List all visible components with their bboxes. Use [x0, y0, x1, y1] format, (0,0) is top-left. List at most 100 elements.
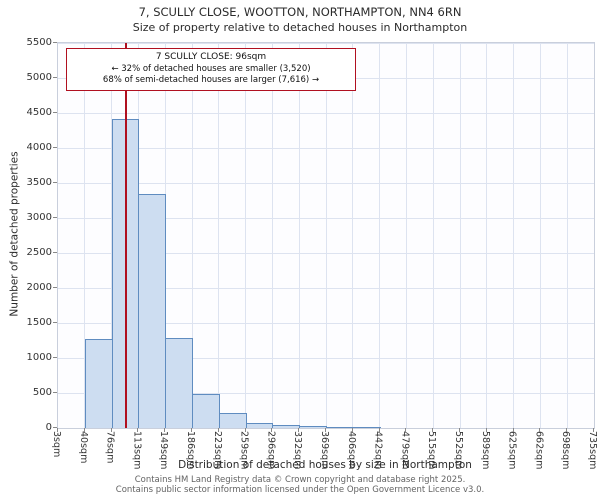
v-gridline [218, 43, 220, 428]
x-tick-mark [244, 428, 246, 432]
x-tick-mark [593, 428, 594, 432]
x-tick-label: 113sqm [131, 431, 143, 470]
x-tick-mark [191, 428, 192, 432]
v-gridline [352, 43, 354, 428]
y-tick-mark [53, 252, 57, 253]
histogram-bar [352, 427, 381, 428]
histogram-bar [218, 412, 247, 428]
x-tick-label: 3sqm [51, 431, 62, 458]
y-tick-labels: 0 500 1000 1500 2000 2500 3000 3500 4000 4500 5000… [8, 37, 52, 433]
annotation-title: 7 SCULLY CLOSE: 96sqm [155, 52, 267, 62]
histogram-bar [326, 426, 354, 428]
annotation-box: 7 SCULLY CLOSE: 96sqm ← 32% of detached … [66, 48, 356, 91]
annotation-larger-stat: 68% of semi-detached houses are larger (… [102, 74, 320, 85]
y-tick-label: 4500 [26, 107, 52, 118]
histogram-bar [165, 337, 193, 428]
x-tick-mark [271, 428, 273, 432]
x-tick-label: 332sqm [292, 431, 304, 470]
x-tick-mark [459, 428, 460, 432]
property-size-marker-line [125, 43, 128, 428]
y-tick-mark [53, 182, 57, 183]
histogram-bar [84, 339, 113, 428]
v-gridline [84, 43, 86, 428]
v-gridline [513, 43, 515, 428]
v-gridline [271, 43, 273, 428]
x-axis-title: Distribution of detached houses by size … [178, 459, 472, 471]
x-tick-mark [137, 428, 139, 432]
v-gridline [245, 43, 247, 428]
x-tick-label: 589sqm [479, 431, 491, 470]
y-tick-mark [53, 42, 57, 43]
y-tick-mark [53, 112, 57, 113]
x-tick-mark [164, 428, 166, 432]
y-tick-mark [53, 322, 57, 323]
x-tick-mark [57, 428, 58, 432]
y-tick-mark [53, 217, 57, 218]
footer-attribution-hmlr: Contains HM Land Registry data © Crown c… [134, 475, 466, 485]
x-tick-label: 149sqm [158, 431, 170, 470]
y-tick-label: 500 [32, 387, 52, 398]
y-tick-label: 2500 [26, 247, 52, 258]
histogram-bar [272, 425, 301, 428]
x-tick-mark [512, 428, 514, 432]
chart-title: 7, SCULLY CLOSE, WOOTTON, NORTHAMPTON, N… [138, 5, 462, 19]
v-gridline [298, 43, 300, 428]
x-tick-mark [485, 428, 487, 432]
v-gridline [325, 43, 327, 428]
histogram-bar [245, 422, 274, 428]
x-tick-mark [351, 428, 353, 432]
y-tick-label: 4000 [26, 142, 52, 153]
plot-area: 7 SCULLY CLOSE: 96sqm ← 32% of detached … [57, 42, 595, 429]
y-tick-label: 2000 [26, 282, 52, 293]
x-tick-mark [378, 428, 380, 432]
y-tick-label: 3500 [26, 177, 52, 188]
x-tick-label: 552sqm [453, 431, 464, 470]
v-gridline [459, 43, 461, 428]
v-gridline [486, 43, 488, 428]
x-tick-label: 76sqm [104, 431, 116, 464]
y-tick-label: 5500 [26, 37, 52, 48]
x-tick-mark [217, 428, 219, 432]
v-gridline [191, 43, 193, 428]
v-gridline [379, 43, 381, 428]
x-tick-mark [298, 428, 300, 432]
x-tick-label: 698sqm [560, 431, 572, 470]
x-tick-label: 662sqm [533, 431, 545, 470]
x-tick-label: 186sqm [185, 431, 196, 470]
y-tick-label: 1500 [26, 317, 52, 328]
y-tick-mark [53, 287, 57, 288]
x-tick-mark [432, 428, 434, 432]
v-gridline [432, 43, 434, 428]
x-tick-mark [405, 428, 407, 432]
y-tick-label: 0 [45, 422, 52, 433]
y-tick-label: 5000 [26, 72, 52, 83]
x-tick-mark [566, 428, 568, 432]
y-tick-mark [53, 392, 57, 393]
y-tick-mark [53, 147, 57, 148]
x-tick-label: 625sqm [506, 431, 518, 470]
x-tick-mark [83, 428, 85, 432]
y-tick-mark [53, 77, 57, 78]
y-tick-mark [53, 357, 57, 358]
x-tick-label: 369sqm [319, 431, 330, 470]
x-tick-label: 40sqm [77, 431, 89, 464]
y-tick-mark [53, 427, 57, 428]
y-tick-label: 3000 [26, 212, 52, 223]
x-tick-mark [539, 428, 541, 432]
x-tick-mark [110, 428, 112, 432]
histogram-bar [192, 394, 220, 428]
x-tick-label: 259sqm [238, 431, 250, 470]
x-tick-label: 296sqm [265, 431, 277, 470]
x-tick-label: 442sqm [372, 431, 384, 470]
v-gridline [566, 43, 568, 428]
histogram-bar [299, 426, 327, 428]
annotation-smaller-stat: ← 32% of detached houses are smaller (3,… [111, 63, 311, 74]
x-tick-label: 479sqm [399, 431, 411, 470]
y-tick-label: 1000 [26, 352, 52, 363]
x-tick-mark [325, 428, 326, 432]
histogram-bar [138, 194, 167, 428]
x-tick-label: 406sqm [345, 431, 357, 470]
v-gridline [539, 43, 541, 428]
x-tick-label: 223sqm [211, 431, 223, 470]
